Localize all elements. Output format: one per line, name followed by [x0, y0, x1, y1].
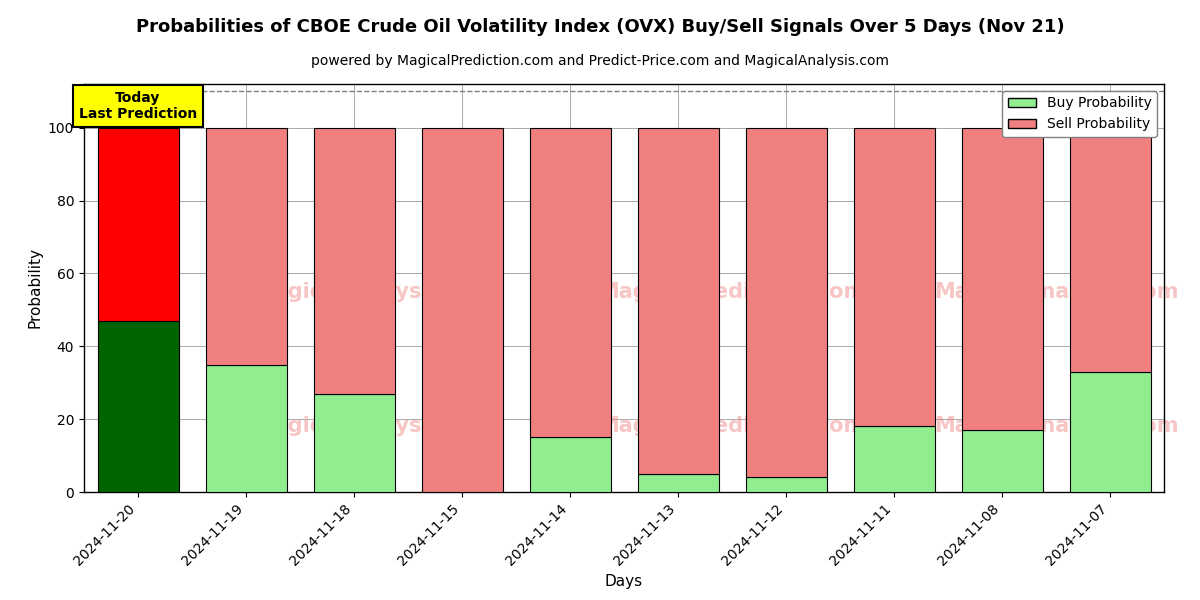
Bar: [745, 478, 827, 492]
Y-axis label: Probability: Probability: [28, 247, 42, 328]
Text: MagicalAnalysis.com: MagicalAnalysis.com: [934, 416, 1178, 436]
Bar: [421, 128, 503, 492]
Bar: [637, 128, 719, 474]
Legend: Buy Probability, Sell Probability: Buy Probability, Sell Probability: [1002, 91, 1157, 137]
Bar: [853, 427, 935, 492]
Text: Today
Last Prediction: Today Last Prediction: [79, 91, 197, 121]
Text: powered by MagicalPrediction.com and Predict-Price.com and MagicalAnalysis.com: powered by MagicalPrediction.com and Pre…: [311, 54, 889, 68]
Bar: [853, 128, 935, 427]
Bar: [961, 430, 1043, 492]
Bar: [205, 128, 287, 364]
Bar: [529, 437, 611, 492]
Bar: [637, 474, 719, 492]
Bar: [961, 128, 1043, 430]
Text: MagicalPrediction.com: MagicalPrediction.com: [599, 281, 865, 302]
Bar: [529, 128, 611, 437]
Bar: [97, 128, 179, 321]
Bar: [1069, 128, 1151, 372]
Text: MagicalAnalysis.com: MagicalAnalysis.com: [253, 416, 498, 436]
Bar: [313, 394, 395, 492]
Bar: [97, 321, 179, 492]
Bar: [745, 128, 827, 478]
Text: MagicalPrediction.com: MagicalPrediction.com: [599, 416, 865, 436]
Bar: [313, 128, 395, 394]
Text: MagicalAnalysis.com: MagicalAnalysis.com: [253, 281, 498, 302]
Text: Probabilities of CBOE Crude Oil Volatility Index (OVX) Buy/Sell Signals Over 5 D: Probabilities of CBOE Crude Oil Volatili…: [136, 18, 1064, 36]
Bar: [1069, 372, 1151, 492]
X-axis label: Days: Days: [605, 574, 643, 589]
Bar: [205, 364, 287, 492]
Text: MagicalAnalysis.com: MagicalAnalysis.com: [934, 281, 1178, 302]
